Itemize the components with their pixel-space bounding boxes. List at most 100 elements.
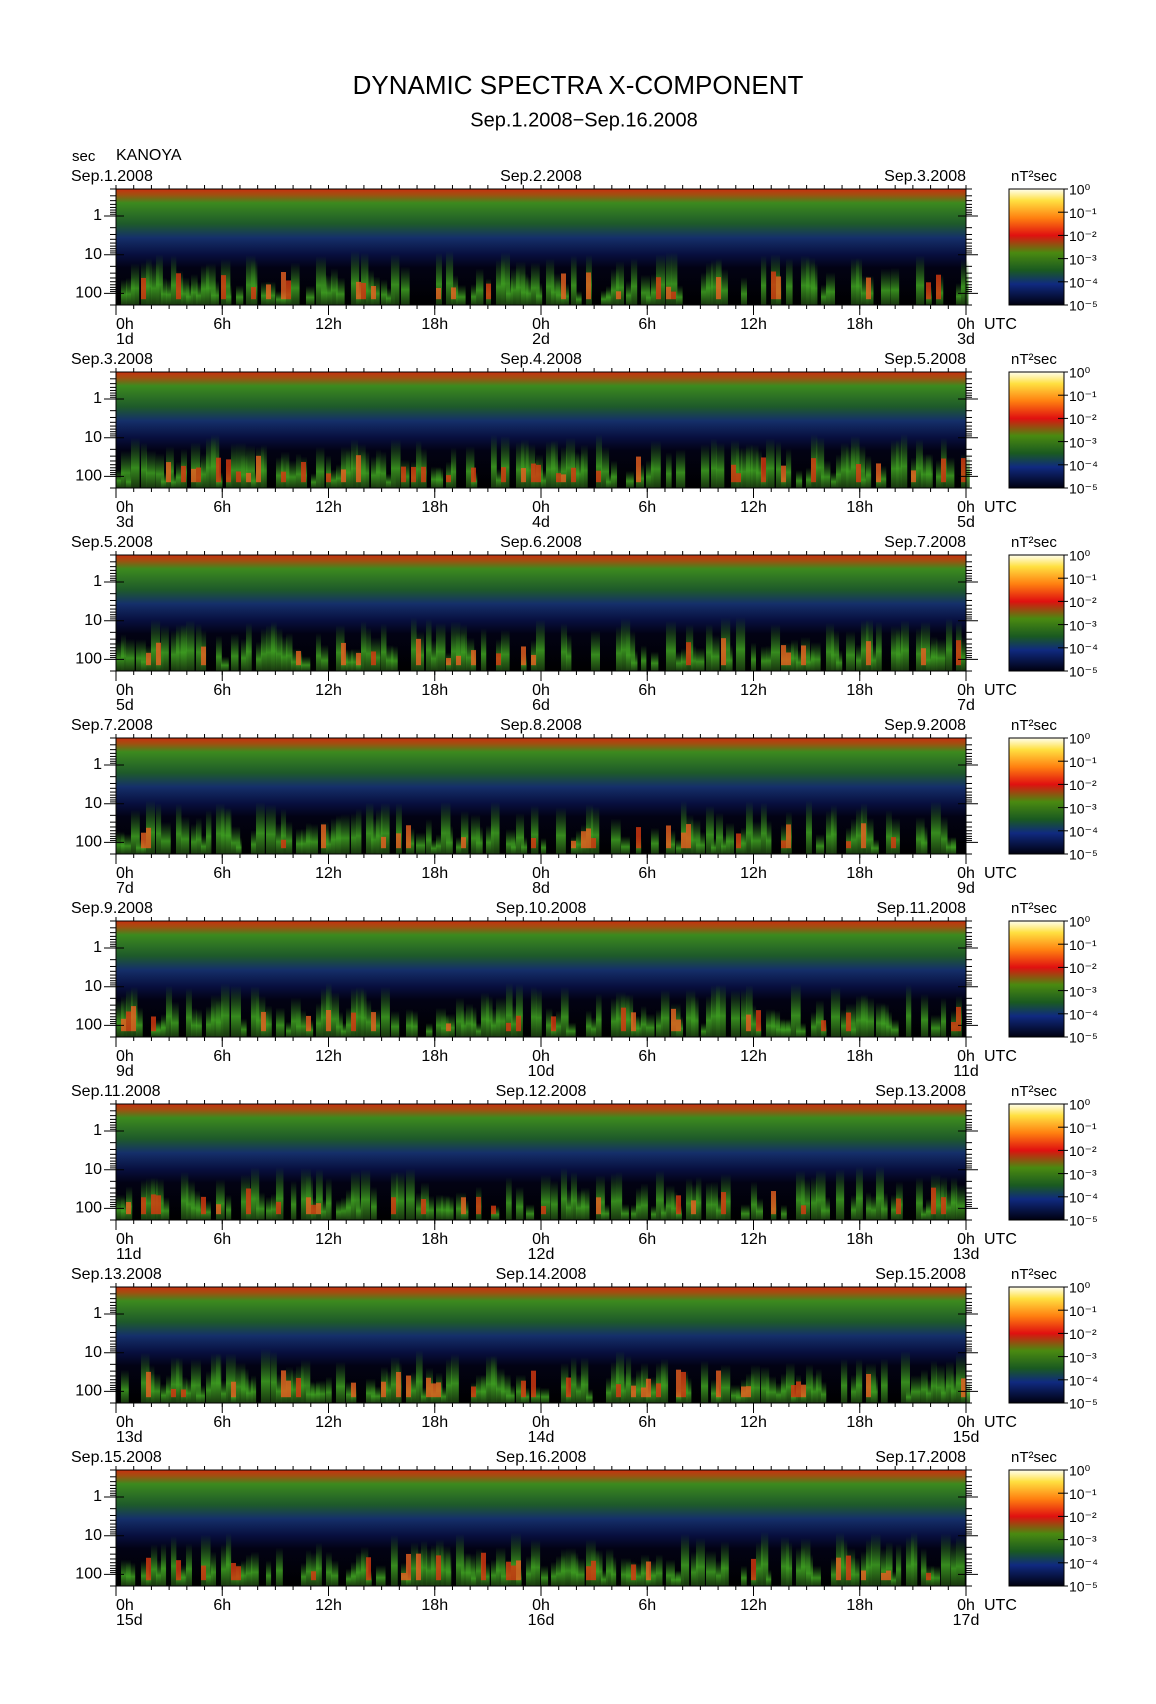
spectrogram-burst bbox=[566, 1547, 576, 1586]
spectrogram-burst bbox=[151, 263, 160, 305]
spectrogram-burst bbox=[176, 1560, 181, 1581]
spectrogram-burst bbox=[251, 1551, 259, 1586]
spectrogram-burst bbox=[281, 451, 290, 488]
spectrogram-burst bbox=[641, 1554, 650, 1586]
spectrogram-burst bbox=[361, 451, 370, 488]
colorbar-tick-label: 10⁻¹ bbox=[1069, 1303, 1097, 1319]
spectrogram-burst bbox=[671, 252, 678, 305]
spectrogram-burst bbox=[671, 1570, 681, 1586]
spectrogram-burst bbox=[756, 1010, 761, 1032]
spectrogram-burst bbox=[856, 1166, 863, 1220]
spectrogram-burst bbox=[861, 823, 866, 849]
spectrogram-burst bbox=[641, 1005, 647, 1037]
spectrogram-burst bbox=[946, 1188, 955, 1220]
spectrogram-burst bbox=[436, 622, 446, 671]
colorbar bbox=[1008, 188, 1065, 306]
spectrogram-burst bbox=[651, 651, 659, 671]
spectrogram-burst bbox=[316, 1002, 324, 1037]
day-label: 15d bbox=[116, 1612, 143, 1629]
spectrogram-burst bbox=[531, 262, 540, 305]
y-tick-label: 10 bbox=[84, 978, 102, 995]
spectrogram-burst bbox=[446, 250, 454, 305]
spectrogram-burst bbox=[881, 1192, 888, 1220]
spectrogram-burst bbox=[666, 452, 672, 488]
spectrogram-burst bbox=[456, 997, 464, 1037]
colorbar-tick-label: 10⁻² bbox=[1069, 1326, 1097, 1342]
date-label: Sep.7.2008 bbox=[71, 717, 153, 734]
spectrogram-burst bbox=[161, 1014, 169, 1037]
spectrogram-burst bbox=[196, 467, 201, 483]
spectrogram-burst bbox=[616, 1384, 621, 1398]
colorbar-tick-label: 10⁻² bbox=[1069, 594, 1097, 610]
spectrogram-burst bbox=[651, 1205, 659, 1220]
spectrogram-burst bbox=[436, 1194, 444, 1220]
spectrogram-burst bbox=[751, 1004, 757, 1037]
spectrogram-burst bbox=[571, 255, 577, 305]
colorbar-tick-label: 10⁻⁴ bbox=[1069, 824, 1098, 840]
spectrogram-burst bbox=[516, 1186, 524, 1220]
spectrogram-burst bbox=[951, 1542, 957, 1586]
spectrogram-burst bbox=[121, 833, 131, 854]
x-tick-label: 18h bbox=[846, 1231, 873, 1248]
spectrogram-burst bbox=[656, 277, 661, 300]
spectrogram-burst bbox=[786, 1018, 795, 1037]
spectrogram-burst bbox=[666, 1184, 675, 1220]
spectrogram-burst bbox=[266, 1196, 272, 1220]
spectrogram-burst bbox=[696, 1538, 705, 1586]
spectrogram-burst bbox=[611, 1556, 617, 1586]
spectrogram-burst bbox=[421, 466, 426, 483]
spectrogram-burst bbox=[561, 1362, 569, 1403]
spectrogram-burst bbox=[811, 1565, 821, 1586]
spectrogram-burst bbox=[281, 471, 286, 483]
spectrogram-burst bbox=[876, 621, 882, 671]
spectrogram-burst bbox=[816, 1368, 822, 1403]
spectrogram-burst bbox=[361, 989, 367, 1037]
spectrogram-burst bbox=[326, 455, 332, 488]
spectrogram-burst bbox=[721, 1192, 726, 1215]
spectrogram-burst bbox=[156, 803, 162, 854]
spectrogram-burst bbox=[896, 1543, 902, 1586]
spectrogram-burst bbox=[926, 1198, 934, 1220]
spectrogram-burst bbox=[516, 441, 525, 488]
spectrogram-burst bbox=[531, 837, 536, 849]
spectrogram-burst bbox=[771, 271, 776, 300]
spectrogram-burst bbox=[786, 448, 792, 488]
spectrogram-burst bbox=[621, 1007, 626, 1032]
spectrogram-burst bbox=[196, 817, 202, 854]
spectrogram-burst bbox=[921, 826, 928, 854]
x-tick-label: 6h bbox=[213, 1597, 231, 1614]
spectrogram-burst bbox=[186, 988, 192, 1037]
x-tick-label: 18h bbox=[846, 1048, 873, 1065]
spectrogram-burst bbox=[811, 1177, 817, 1220]
spectrogram-burst bbox=[641, 645, 647, 671]
spectrogram-burst bbox=[546, 258, 555, 305]
spectrogram-burst bbox=[621, 1203, 629, 1220]
spectrogram-burst bbox=[781, 824, 788, 854]
spectrogram-burst bbox=[806, 649, 815, 671]
spectrogram-burst bbox=[931, 1565, 941, 1586]
spectrogram-burst bbox=[196, 623, 202, 671]
spectrogram-burst bbox=[811, 641, 821, 671]
spectrogram-burst bbox=[466, 446, 475, 488]
y-tick-label: 10 bbox=[84, 1344, 102, 1361]
spectrogram-burst bbox=[156, 1559, 166, 1586]
spectrogram-burst bbox=[671, 1008, 676, 1032]
spectrogram-burst bbox=[661, 989, 670, 1037]
spectrogram-burst bbox=[271, 621, 277, 671]
spectrogram-burst bbox=[571, 467, 576, 483]
spectrogram-burst bbox=[651, 440, 661, 488]
spectrogram-burst bbox=[236, 837, 242, 854]
colorbar-tick-label: 10⁻² bbox=[1069, 1509, 1097, 1525]
spectrogram-burst bbox=[711, 259, 721, 305]
spectrogram-burst bbox=[881, 1572, 886, 1581]
spectrogram-burst bbox=[161, 1543, 167, 1586]
spectrogram-burst bbox=[416, 832, 426, 854]
spectrogram-burst bbox=[716, 277, 721, 300]
spectrogram-burst bbox=[261, 628, 267, 671]
spectrogram-burst bbox=[681, 800, 687, 854]
spectrogram-burst bbox=[676, 449, 686, 488]
spectrogram-burst bbox=[406, 1375, 411, 1398]
spectrogram-burst bbox=[141, 442, 147, 488]
spectrogram-burst bbox=[406, 825, 411, 849]
